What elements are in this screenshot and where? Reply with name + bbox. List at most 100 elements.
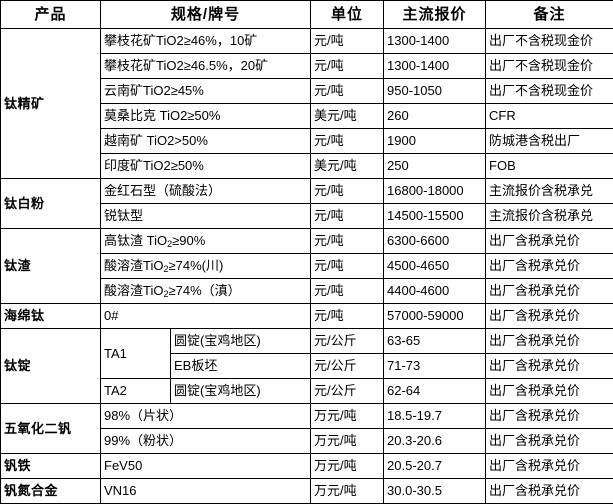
spec-cell: 0# [101, 304, 311, 329]
product-name-cell: 钛渣 [1, 229, 101, 304]
unit-cell: 元/吨 [311, 79, 384, 104]
price-cell: 4400-4600 [384, 279, 486, 304]
product-name-cell: 五氧化二钒 [1, 404, 101, 454]
spec-cell: 攀枝花矿TiO2≥46.5%，20矿 [101, 54, 311, 79]
product-name-cell: 钛精矿 [1, 29, 101, 179]
remark-cell: 出厂含税承兑价 [486, 304, 613, 329]
remark-cell: 出厂含税承兑价 [486, 354, 613, 379]
remark-cell: 出厂含税承兑价 [486, 254, 613, 279]
price-cell: 57000-59000 [384, 304, 486, 329]
grade-cell: TA2 [101, 379, 171, 404]
remark-cell: 防城港含税出厂 [486, 129, 613, 154]
price-cell: 6300-6600 [384, 229, 486, 254]
unit-cell: 元/吨 [311, 179, 384, 204]
remark-cell: 出厂不含税现金价 [486, 29, 613, 54]
unit-cell: 元/吨 [311, 129, 384, 154]
price-cell: 1900 [384, 129, 486, 154]
column-header-spec: 规格/牌号 [101, 1, 311, 29]
spec-cell: EB板坯 [171, 354, 311, 379]
unit-cell: 元/吨 [311, 54, 384, 79]
price-cell: 20.5-20.7 [384, 454, 486, 479]
price-cell: 20.3-20.6 [384, 429, 486, 454]
spec-cell: 高钛渣 TiO2≥90% [101, 229, 311, 254]
price-cell: 950-1050 [384, 79, 486, 104]
spec-cell: 金红石型（硫酸法） [101, 179, 311, 204]
price-cell: 18.5-19.7 [384, 404, 486, 429]
spec-cell: 98%（片状） [101, 404, 311, 429]
remark-cell: 出厂含税承兑价 [486, 329, 613, 354]
price-cell: 250 [384, 154, 486, 179]
column-header-unit: 单位 [311, 1, 384, 29]
unit-cell: 元/吨 [311, 229, 384, 254]
unit-cell: 元/吨 [311, 304, 384, 329]
remark-cell: 出厂含税承兑价 [486, 479, 613, 504]
price-cell: 62-64 [384, 379, 486, 404]
spec-cell: 锐钛型 [101, 204, 311, 229]
spec-cell: 攀枝花矿TiO2≥46%，10矿 [101, 29, 311, 54]
remark-cell: 出厂不含税现金价 [486, 54, 613, 79]
grade-cell: TA1 [101, 329, 171, 379]
unit-cell: 万元/吨 [311, 479, 384, 504]
remark-cell: 主流报价含税承兑 [486, 204, 613, 229]
product-name-cell: 钒氮合金 [1, 479, 101, 504]
spec-cell: 越南矿 TiO2>50% [101, 129, 311, 154]
price-cell: 1300-1400 [384, 29, 486, 54]
table-header: 产品 规格/牌号 单位 主流报价 备注 [1, 1, 613, 29]
column-header-remark: 备注 [486, 1, 613, 29]
spec-cell: VN16 [101, 479, 311, 504]
remark-cell: 主流报价含税承兑 [486, 179, 613, 204]
column-header-product: 产品 [1, 1, 101, 29]
remark-cell: 出厂含税承兑价 [486, 429, 613, 454]
spec-cell: 莫桑比克 TiO2≥50% [101, 104, 311, 129]
price-cell: 4500-4650 [384, 254, 486, 279]
spec-cell: 印度矿TiO2≥50% [101, 154, 311, 179]
product-name-cell: 钒铁 [1, 454, 101, 479]
price-cell: 30.0-30.5 [384, 479, 486, 504]
unit-cell: 万元/吨 [311, 429, 384, 454]
unit-cell: 美元/吨 [311, 154, 384, 179]
unit-cell: 元/公斤 [311, 379, 384, 404]
spec-cell: 酸溶渣TiO2≥74%(川) [101, 254, 311, 279]
spec-cell: 酸溶渣TiO2≥74%（滇） [101, 279, 311, 304]
remark-cell: 出厂含税承兑价 [486, 279, 613, 304]
unit-cell: 美元/吨 [311, 104, 384, 129]
spec-cell: 云南矿TiO2≥45% [101, 79, 311, 104]
remark-cell: CFR [486, 104, 613, 129]
spec-cell: FeV50 [101, 454, 311, 479]
price-cell: 16800-18000 [384, 179, 486, 204]
spec-cell: 圆锭(宝鸡地区) [171, 379, 311, 404]
unit-cell: 元/公斤 [311, 329, 384, 354]
product-name-cell: 海绵钛 [1, 304, 101, 329]
product-name-cell: 钛白粉 [1, 179, 101, 229]
remark-cell: FOB [486, 154, 613, 179]
unit-cell: 万元/吨 [311, 404, 384, 429]
unit-cell: 元/吨 [311, 254, 384, 279]
product-name-cell: 钛锭 [1, 329, 101, 404]
price-cell: 260 [384, 104, 486, 129]
remark-cell: 出厂含税承兑价 [486, 229, 613, 254]
spec-cell: 圆锭(宝鸡地区) [171, 329, 311, 354]
remark-cell: 出厂含税承兑价 [486, 404, 613, 429]
unit-cell: 万元/吨 [311, 454, 384, 479]
price-cell: 63-65 [384, 329, 486, 354]
price-cell: 14500-15500 [384, 204, 486, 229]
header-row: 产品 规格/牌号 单位 主流报价 备注 [1, 1, 613, 29]
column-header-price: 主流报价 [384, 1, 486, 29]
unit-cell: 元/公斤 [311, 354, 384, 379]
remark-cell: 出厂含税承兑价 [486, 454, 613, 479]
unit-cell: 元/吨 [311, 29, 384, 54]
remark-cell: 出厂含税承兑价 [486, 379, 613, 404]
remark-cell: 出厂不含税现金价 [486, 79, 613, 104]
unit-cell: 元/吨 [311, 279, 384, 304]
price-cell: 1300-1400 [384, 54, 486, 79]
